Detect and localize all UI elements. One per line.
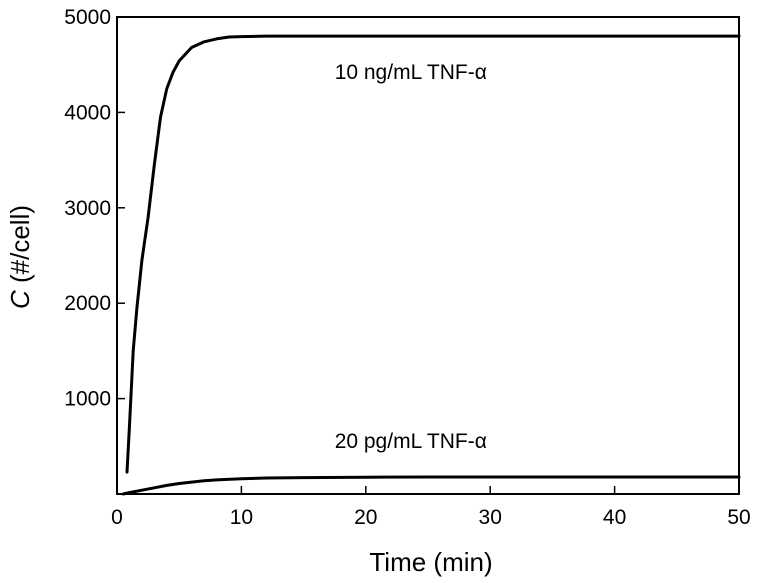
- y-tick-label: 5000: [64, 6, 111, 29]
- series-line-1: [125, 34, 741, 474]
- y-axis-title-unit: (#/cell): [5, 205, 35, 290]
- series-line-2: [121, 475, 741, 496]
- x-tick-label: 20: [354, 506, 377, 529]
- plot-frame: [116, 16, 740, 495]
- x-tick-label: 40: [603, 506, 626, 529]
- series-lines: [121, 34, 741, 496]
- annotations: 10 ng/mL TNF-α 20 pg/mL TNF-α: [335, 61, 487, 453]
- y-tick-label: 2000: [64, 292, 111, 315]
- x-tick-label: 0: [111, 506, 123, 529]
- x-tick-label: 10: [230, 506, 253, 529]
- x-tick-label: 50: [727, 506, 750, 529]
- series-label-1: 10 ng/mL TNF-α: [335, 61, 487, 84]
- y-axis-title: C (#/cell): [5, 205, 35, 309]
- y-axis-ticks: 1000 2000 3000 4000 5000: [64, 6, 125, 411]
- y-tick-label: 4000: [64, 101, 111, 124]
- x-axis-title: Time (min): [369, 547, 492, 577]
- y-axis-title-symbol: C: [5, 290, 35, 309]
- y-tick-label: 1000: [64, 388, 111, 411]
- x-axis-ticks: 0 10 20 30 40 50: [111, 486, 751, 529]
- y-tick-label: 3000: [64, 197, 111, 220]
- series-label-2: 20 pg/mL TNF-α: [335, 430, 487, 453]
- x-tick-label: 30: [479, 506, 502, 529]
